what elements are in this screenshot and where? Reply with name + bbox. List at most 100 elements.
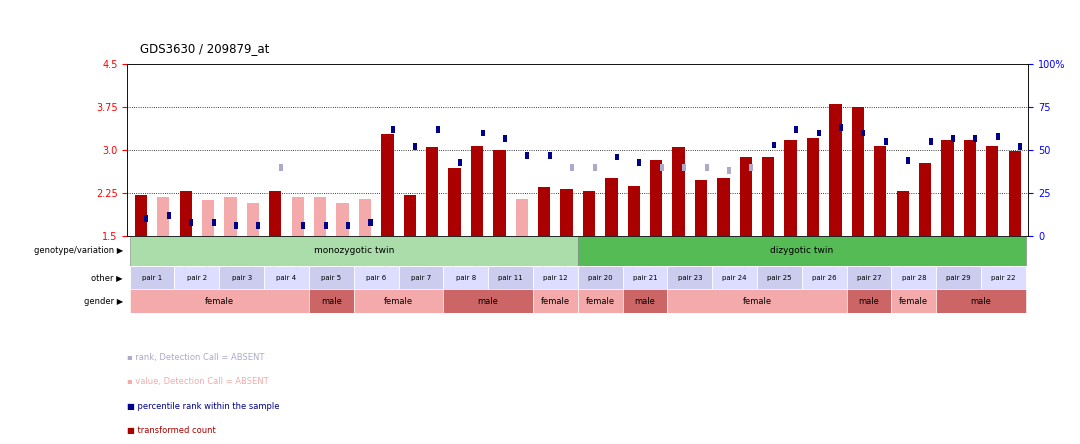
Text: pair 26: pair 26	[812, 275, 837, 281]
Bar	[772, 142, 775, 148]
Bar	[986, 146, 999, 236]
Bar	[605, 178, 618, 236]
Text: pair 11: pair 11	[498, 275, 523, 281]
Text: pair 23: pair 23	[677, 275, 702, 281]
Text: female: female	[384, 297, 414, 306]
Bar	[906, 157, 910, 164]
Bar	[862, 130, 865, 136]
Bar	[202, 200, 214, 236]
Bar	[561, 189, 572, 236]
Bar	[847, 289, 891, 313]
Text: pair 8: pair 8	[456, 275, 476, 281]
Bar	[435, 126, 440, 133]
Bar	[981, 266, 1026, 289]
Bar	[896, 191, 909, 236]
Text: gender ▶: gender ▶	[83, 297, 123, 306]
Text: female: female	[742, 297, 771, 306]
Bar	[404, 195, 416, 236]
Bar	[448, 168, 461, 236]
Bar	[740, 157, 752, 236]
Text: male: male	[477, 297, 499, 306]
Bar	[694, 180, 707, 236]
Bar	[336, 203, 349, 236]
Text: pair 5: pair 5	[321, 275, 341, 281]
Text: pair 22: pair 22	[991, 275, 1016, 281]
Bar	[712, 266, 757, 289]
Text: ■ percentile rank within the sample: ■ percentile rank within the sample	[127, 402, 280, 411]
Text: pair 29: pair 29	[946, 275, 971, 281]
Text: male: male	[859, 297, 879, 306]
Bar	[891, 289, 936, 313]
Bar	[919, 163, 931, 236]
Text: pair 27: pair 27	[856, 275, 881, 281]
Bar	[637, 159, 642, 166]
Bar	[130, 289, 309, 313]
Bar	[973, 135, 977, 142]
Bar	[839, 124, 843, 131]
Bar	[816, 130, 821, 136]
Bar	[279, 164, 283, 170]
Text: pair 28: pair 28	[902, 275, 927, 281]
Text: pair 2: pair 2	[187, 275, 207, 281]
Bar	[256, 222, 260, 229]
Bar	[265, 266, 309, 289]
Bar	[650, 160, 662, 236]
Bar	[717, 178, 730, 236]
Text: male: male	[635, 297, 656, 306]
Bar	[494, 150, 505, 236]
Bar	[936, 289, 1026, 313]
Bar	[622, 266, 667, 289]
Bar	[426, 147, 438, 236]
Bar	[269, 191, 282, 236]
Bar	[750, 164, 754, 170]
Bar	[667, 289, 847, 313]
Text: pair 3: pair 3	[231, 275, 252, 281]
Bar	[801, 266, 847, 289]
Bar	[346, 222, 350, 229]
Bar	[359, 199, 372, 236]
Text: other ▶: other ▶	[92, 273, 123, 282]
Bar	[391, 126, 395, 133]
Bar	[145, 215, 148, 222]
Bar	[936, 266, 981, 289]
Bar	[488, 266, 534, 289]
Text: GDS3630 / 209879_at: GDS3630 / 209879_at	[140, 43, 270, 56]
Text: genotype/variation ▶: genotype/variation ▶	[33, 246, 123, 255]
Bar	[593, 164, 596, 170]
Bar	[175, 266, 219, 289]
Bar	[660, 164, 664, 170]
Bar	[951, 135, 955, 142]
Bar	[627, 186, 640, 236]
Bar	[852, 107, 864, 236]
Bar	[578, 289, 622, 313]
Text: pair 1: pair 1	[141, 275, 162, 281]
Bar	[578, 236, 1026, 266]
Bar	[534, 289, 578, 313]
Bar	[996, 133, 1000, 140]
Bar	[727, 167, 731, 174]
Text: female: female	[585, 297, 615, 306]
Bar	[784, 140, 797, 236]
Bar	[963, 140, 976, 236]
Bar	[166, 212, 171, 219]
Text: pair 25: pair 25	[767, 275, 792, 281]
Bar	[301, 222, 306, 229]
Text: pair 12: pair 12	[543, 275, 568, 281]
Bar	[130, 266, 175, 289]
Bar	[157, 197, 170, 236]
Text: male: male	[321, 297, 341, 306]
Bar	[444, 266, 488, 289]
Bar	[179, 191, 192, 236]
Bar	[548, 152, 552, 159]
Bar	[458, 159, 462, 166]
Text: dizygotic twin: dizygotic twin	[770, 246, 834, 255]
Bar	[368, 219, 373, 226]
Bar	[683, 164, 686, 170]
Bar	[929, 138, 933, 145]
Bar	[481, 130, 485, 136]
Text: pair 4: pair 4	[276, 275, 297, 281]
Bar	[212, 219, 216, 226]
Bar	[942, 140, 954, 236]
Bar	[354, 266, 399, 289]
Text: ▪ value, Detection Call = ABSENT: ▪ value, Detection Call = ABSENT	[127, 377, 269, 386]
